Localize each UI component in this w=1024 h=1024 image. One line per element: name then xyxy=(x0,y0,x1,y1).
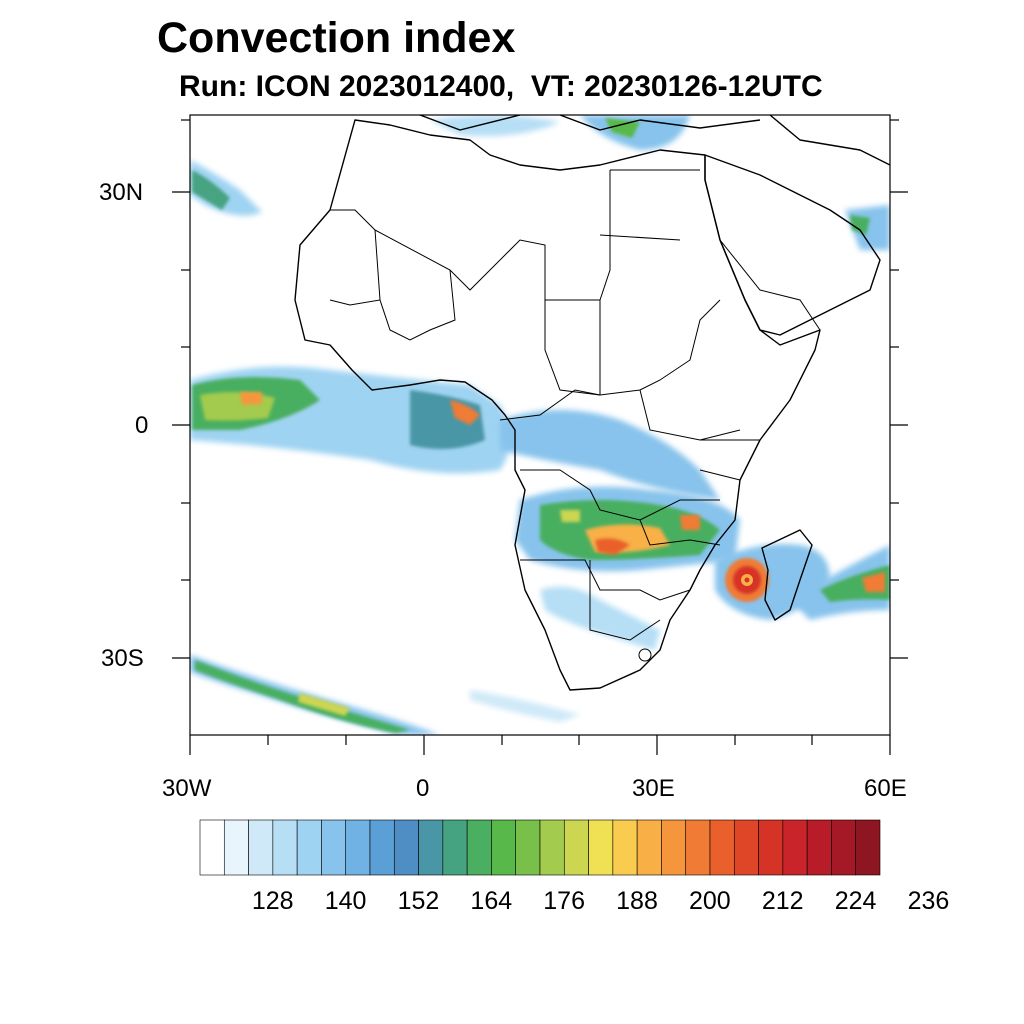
colorbar-swatch xyxy=(588,819,614,876)
colorbar xyxy=(199,819,881,876)
colorbar-swatch xyxy=(563,819,589,876)
colorbar-swatch xyxy=(321,819,347,876)
colorbar-swatch xyxy=(758,819,784,876)
colorbar-swatch xyxy=(223,819,249,876)
map-title: Convection index xyxy=(157,14,516,62)
convection-area-mediterranean xyxy=(430,115,560,137)
lat-ticks xyxy=(172,119,908,659)
convection-field xyxy=(190,115,890,735)
colorbar-swatch xyxy=(466,819,492,876)
lon-ticks xyxy=(189,735,891,755)
lon-label-60e: 60E xyxy=(864,775,907,802)
colorbar-swatch xyxy=(369,819,395,876)
europe-coastline xyxy=(419,115,761,131)
colorbar-swatch xyxy=(733,819,759,876)
colorbar-swatch xyxy=(393,819,419,876)
convection-area-southern-ocean xyxy=(190,655,440,735)
colorbar-swatch xyxy=(831,819,857,876)
convection-area-north-atlantic xyxy=(190,160,262,216)
lon-label-0: 0 xyxy=(416,775,430,802)
africa-coastline xyxy=(294,119,821,691)
convection-area-congo xyxy=(500,410,720,500)
colorbar-swatch xyxy=(442,819,468,876)
colorbar-swatch xyxy=(806,819,832,876)
lat-label-0: 0 xyxy=(135,412,149,439)
arabia-coastline xyxy=(704,154,881,336)
colorbar-swatch xyxy=(782,819,808,876)
colorbar-swatch xyxy=(491,819,517,876)
colorbar-swatch xyxy=(515,819,541,876)
colorbar-swatch xyxy=(272,819,298,876)
colorbar-swatch xyxy=(685,819,711,876)
colorbar-swatch xyxy=(636,819,662,876)
colorbar-swatch xyxy=(539,819,565,876)
iran-coastline xyxy=(769,115,890,166)
colorbar-swatch xyxy=(296,819,322,876)
colorbar-swatch xyxy=(661,819,687,876)
colorbar-swatch xyxy=(418,819,444,876)
lat-label-30n: 30N xyxy=(99,179,144,206)
colorbar-swatch xyxy=(612,819,638,876)
lon-label-30w: 30W xyxy=(162,775,212,802)
lon-label-30e: 30E xyxy=(632,775,675,802)
colorbar-swatch xyxy=(345,819,371,876)
map-subtitle: Run: ICON 2023012400, VT: 20230126-12UTC xyxy=(179,70,823,103)
colorbar-swatch xyxy=(855,819,881,876)
lat-label-30s: 30S xyxy=(101,645,144,672)
country-borders xyxy=(329,169,821,662)
coastlines xyxy=(294,115,890,691)
madagascar-coastline xyxy=(761,529,813,621)
colorbar-swatch xyxy=(709,819,735,876)
colorbar-swatch xyxy=(199,819,225,876)
colorbar-swatch xyxy=(248,819,274,876)
